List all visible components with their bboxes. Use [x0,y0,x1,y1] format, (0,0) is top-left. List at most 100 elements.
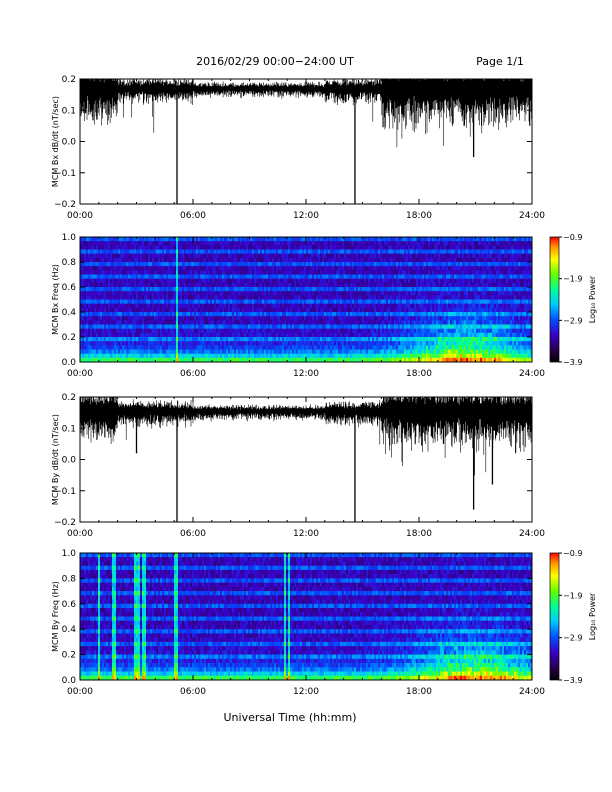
spectrogram-cell [358,282,361,288]
spectrogram-cell [396,253,399,259]
spectrogram-cell [500,320,503,325]
spectrogram-cell [192,266,195,271]
spectrogram-cell [444,320,447,325]
spectrogram-cell [102,324,105,329]
spectrogram-cell [80,278,83,284]
spectrogram-cell [360,291,363,296]
spectrogram-cell [396,262,399,267]
spectrogram-cell [500,295,503,300]
spectrogram-cell [146,262,149,267]
spectrogram-cell [312,266,315,271]
spectrogram-cell [396,299,399,304]
spectrogram-cell [362,282,365,288]
spectrogram-cell [130,320,133,325]
spectrogram-cell [80,312,83,317]
spectrogram-cell [308,262,311,267]
spectrogram-cell [444,262,447,267]
spectrogram-cell [296,262,299,267]
spectrogram-cell [92,253,95,259]
spectrogram-cell [326,316,329,321]
spectrogram-cell [134,295,137,300]
spectrogram-cell [500,270,503,275]
spectrogram-cell [258,299,261,304]
spectrogram-cell [262,299,265,304]
spectrogram-cell [218,320,221,325]
spectrogram-cell [334,253,337,259]
spectrogram-cell [206,270,209,275]
spectrogram-cell [168,237,171,242]
spectrogram-cell [296,282,299,288]
spectrogram-cell [116,303,119,309]
spectrogram-cell [96,291,99,296]
spectrogram-cell [512,253,515,259]
spectrogram-cell [514,249,517,254]
spectrogram-cell [232,270,235,275]
spectrogram-cell [514,241,517,246]
spectrogram-cell [472,257,475,263]
spectrogram-cell [294,282,297,288]
spectrogram-cell [470,287,473,292]
spectrogram-cell [254,282,257,288]
spectrogram-cell [258,257,261,263]
spectrogram-cell [434,312,437,317]
spectrogram-cell [222,312,225,317]
spectrogram-cell [158,241,161,246]
spectrogram-cell [130,324,133,329]
spectrogram-cell [128,257,131,263]
spectrogram-cell [494,320,497,325]
spectrogram-cell [272,237,275,242]
spectrogram-cell [356,307,359,313]
spectrogram-cell [446,245,449,250]
spectrogram-cell [480,316,483,321]
spectrogram-cell [110,270,113,275]
spectrogram-cell [358,303,361,309]
spectrogram-cell [246,282,249,288]
spectrogram-cell [110,307,113,313]
spectrogram-cell [268,278,271,284]
spectrogram-cell [246,295,249,300]
spectrogram-cell [100,307,103,313]
spectrogram-cell [374,245,377,250]
spectrogram-cell [506,287,509,292]
spectrogram-cell [318,274,321,279]
spectrogram-cell [110,257,113,263]
spectrogram-cell [368,241,371,246]
spectrogram-cell [410,299,413,304]
spectrogram-cell [486,295,489,300]
spectrogram-cell [282,282,285,288]
spectrogram-cell [202,278,205,284]
spectrogram-cell [216,278,219,284]
spectrogram-cell [396,237,399,242]
spectrogram-cell [126,303,129,309]
spectrogram-cell [164,270,167,275]
spectrogram-cell [306,324,309,329]
spectrogram-cell [374,274,377,279]
spectrogram-cell [240,307,243,313]
spectrogram-cell [396,291,399,296]
spectrogram-cell [260,249,263,254]
spectrogram-cell [84,253,87,259]
spectrogram-cell [508,316,511,321]
x-tick-label: 06:00 [180,211,206,221]
spectrogram-cell [300,262,303,267]
spectrogram-cell [322,245,325,250]
spectrogram-cell [100,262,103,267]
spectrogram-cell [446,262,449,267]
spectrogram-cell [368,303,371,309]
spectrogram-cell [384,270,387,275]
spectrogram-cell [374,320,377,325]
spectrogram-cell [252,324,255,329]
spectrogram-cell [380,249,383,254]
spectrogram-cell [164,307,167,313]
spectrogram-cell [202,266,205,271]
spectrogram-cell [530,316,533,321]
spectrogram-cell [210,241,213,246]
spectrogram-cell [342,278,345,284]
spectrogram-cell [134,287,137,292]
spectrogram-cell [256,316,259,321]
spectrogram-cell [310,291,313,296]
spectrogram-cell [438,237,441,242]
spectrogram-cell [380,303,383,309]
spectrogram-cell [118,245,121,250]
spectrogram-cell [418,245,421,250]
